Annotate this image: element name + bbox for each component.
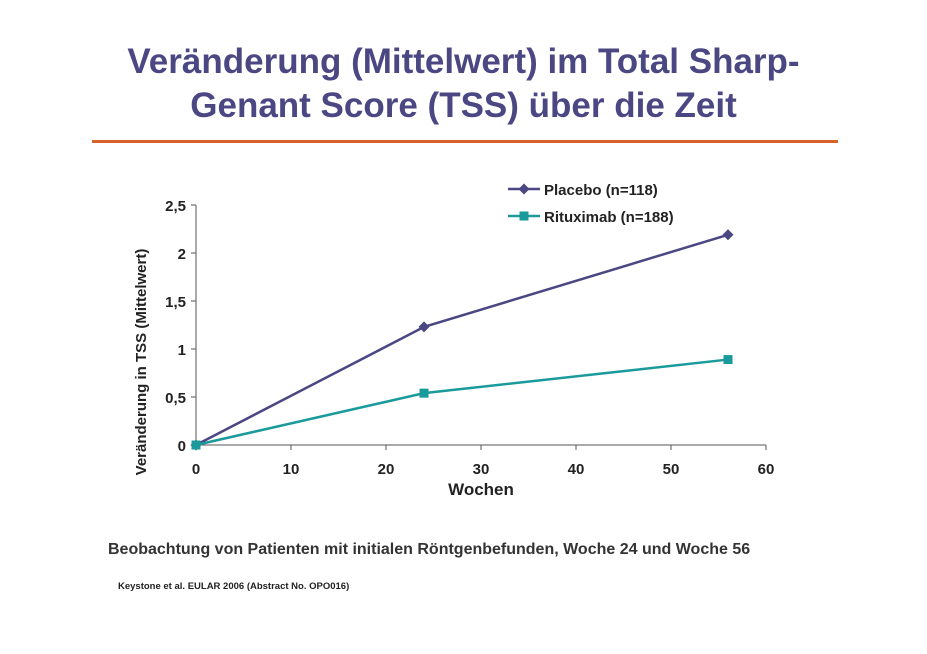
- legend-marker-1: [519, 211, 529, 221]
- data-point: [723, 355, 733, 365]
- x-tick-label: 40: [568, 461, 585, 478]
- title-divider: [92, 140, 838, 143]
- y-tick-label: 1,5: [165, 294, 186, 311]
- data-point: [722, 229, 734, 241]
- title-line-1: Veränderung (Mittelwert) im Total Sharp-: [127, 42, 800, 81]
- data-point: [418, 321, 430, 333]
- y-tick-label: 1: [178, 342, 186, 359]
- x-tick-label: 60: [758, 461, 775, 478]
- y-tick-label: 0,5: [165, 390, 186, 407]
- y-tick-label: 0: [178, 438, 186, 455]
- y-tick-label: 2,5: [165, 198, 186, 215]
- page-title: Veränderung (Mittelwert) im Total Sharp-…: [40, 40, 887, 128]
- legend-label-0: Placebo (n=118): [544, 182, 658, 199]
- title-line-2: Genant Score (TSS) über die Zeit: [190, 86, 737, 125]
- legend-label-1: Rituximab (n=188): [544, 209, 674, 226]
- x-tick-label: 50: [663, 461, 680, 478]
- x-tick-label: 10: [283, 461, 300, 478]
- chart-footnote: Beobachtung von Patienten mit initialen …: [108, 541, 751, 558]
- x-tick-label: 30: [473, 461, 490, 478]
- x-axis-label: Wochen: [448, 480, 514, 499]
- x-tick-label: 20: [378, 461, 395, 478]
- y-tick-label: 2: [178, 246, 186, 263]
- data-point: [419, 388, 429, 398]
- data-point: [191, 440, 201, 450]
- source-citation: Keystone et al. EULAR 2006 (Abstract No.…: [118, 581, 350, 592]
- x-tick-label: 0: [192, 461, 200, 478]
- y-axis-label: Veränderung in TSS (Mittelwert): [133, 249, 150, 476]
- series-line-0: [195, 233, 729, 447]
- legend-marker-0: [518, 183, 530, 195]
